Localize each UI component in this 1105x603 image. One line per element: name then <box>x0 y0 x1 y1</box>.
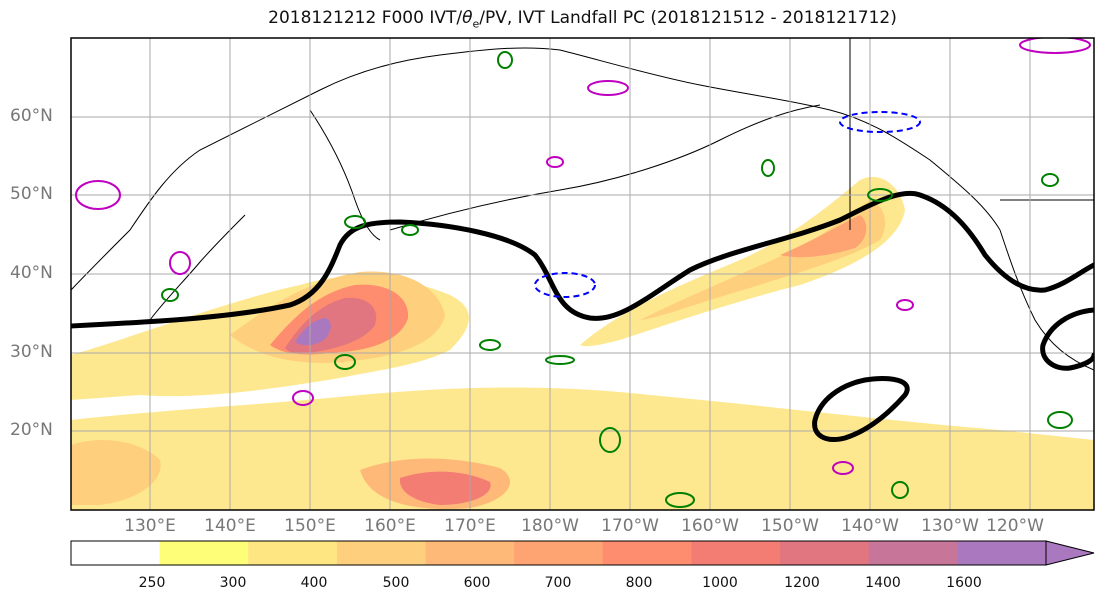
gridlines <box>71 38 1094 510</box>
colorbar-tick: 1600 <box>946 575 982 591</box>
alaska-coast <box>559 49 1001 231</box>
blue-dashed-contours <box>534 111 921 298</box>
pv-main-line <box>71 190 1094 329</box>
pv-contour <box>71 190 1094 442</box>
lon-label-150w: 150°W <box>761 516 819 536</box>
asia-coast <box>71 47 561 291</box>
lon-label-120w: 120°W <box>986 516 1044 536</box>
green-contour <box>891 481 909 499</box>
lon-label-150e: 150°E <box>284 516 336 536</box>
lat-label-60n: 60°N <box>10 106 53 126</box>
lon-label-170w: 170°W <box>601 516 659 536</box>
magenta-contours <box>75 38 1091 475</box>
map-frame <box>70 37 1095 511</box>
colorbar-segment <box>868 541 958 565</box>
colorbar-segment <box>691 541 781 565</box>
ivt-core-west-1400 <box>295 318 331 346</box>
ivt-core-south-800 <box>399 471 491 505</box>
ivt-band-south <box>71 387 1094 510</box>
green-contour <box>867 188 893 202</box>
colorbar-frame <box>70 540 1047 566</box>
magenta-contour <box>832 461 854 475</box>
colorbar-tick: 250 <box>138 575 166 591</box>
kamchatka-coast <box>309 109 381 241</box>
green-contour <box>1047 411 1073 429</box>
lat-label-50n: 50°N <box>10 184 53 204</box>
lon-label-130e: 130°E <box>124 516 176 536</box>
green-contour <box>334 354 356 370</box>
magenta-contour <box>75 180 121 210</box>
green-contour <box>479 339 501 351</box>
pv-closed-loop <box>812 376 910 442</box>
lon-label-160w: 160°W <box>681 516 739 536</box>
map-title: 2018121212 F000 IVT/θe/PV, IVT Landfall … <box>268 8 897 31</box>
lon-label-130w: 130°W <box>921 516 979 536</box>
colorbar-segment <box>602 541 692 565</box>
colorbar-extend-arrow <box>1045 540 1095 566</box>
lon-label-140w: 140°W <box>841 516 899 536</box>
ivt-band-north-east <box>580 176 905 347</box>
lat-label-30n: 30°N <box>10 342 53 362</box>
japan-coast <box>149 214 246 321</box>
aleutians <box>389 104 821 231</box>
magenta-contour <box>169 251 191 275</box>
pv-east-loop <box>1040 307 1094 371</box>
lon-label-180w: 180°W <box>521 516 579 536</box>
green-contour <box>1041 173 1059 187</box>
colorbar-segment <box>159 541 249 565</box>
blue-contour <box>839 111 921 133</box>
coastlines <box>71 38 1094 371</box>
colorbar-segment <box>780 541 870 565</box>
colorbar-tick: 700 <box>544 575 572 591</box>
colorbar-segment <box>248 541 338 565</box>
colorbar <box>70 540 1095 566</box>
colorbar-tick: 1400 <box>865 575 901 591</box>
colorbar-segment <box>957 541 1047 565</box>
magenta-contour <box>1019 38 1091 54</box>
green-contour <box>161 288 179 302</box>
lon-label-140e: 140°E <box>204 516 256 536</box>
theta-e-contours <box>161 51 1073 508</box>
colorbar-tick: 500 <box>382 575 410 591</box>
magenta-contour <box>896 299 914 311</box>
colorbar-tick: 800 <box>625 575 653 591</box>
magenta-contour <box>587 80 629 96</box>
map-panel <box>71 38 1094 510</box>
green-contour <box>599 427 621 453</box>
colorbar-segment <box>514 541 604 565</box>
colorbar-segment <box>71 541 161 565</box>
green-contour <box>761 159 775 177</box>
green-contour <box>344 215 366 229</box>
magenta-contour <box>546 156 564 168</box>
lon-label-170e: 170°E <box>444 516 496 536</box>
colorbar-tick: 400 <box>300 575 328 591</box>
colorbar-tick: 1000 <box>702 575 738 591</box>
na-west-coast <box>999 229 1094 371</box>
blue-contour <box>534 272 596 298</box>
magenta-contour <box>292 390 314 406</box>
colorbar-tick: 300 <box>219 575 247 591</box>
green-contour <box>545 355 575 365</box>
green-contour <box>497 51 513 69</box>
green-contour <box>665 492 695 508</box>
colorbar-tick: 1200 <box>784 575 820 591</box>
colorbar-tick: 600 <box>463 575 491 591</box>
green-contour <box>401 224 419 236</box>
ivt-core-east-600 <box>780 215 867 258</box>
ivt-core-sw <box>71 440 161 505</box>
lon-label-160e: 160°E <box>364 516 416 536</box>
colorbar-segment <box>336 541 427 565</box>
lat-label-20n: 20°N <box>10 420 53 440</box>
lat-label-40n: 40°N <box>10 263 53 283</box>
colorbar-segment <box>425 541 515 565</box>
